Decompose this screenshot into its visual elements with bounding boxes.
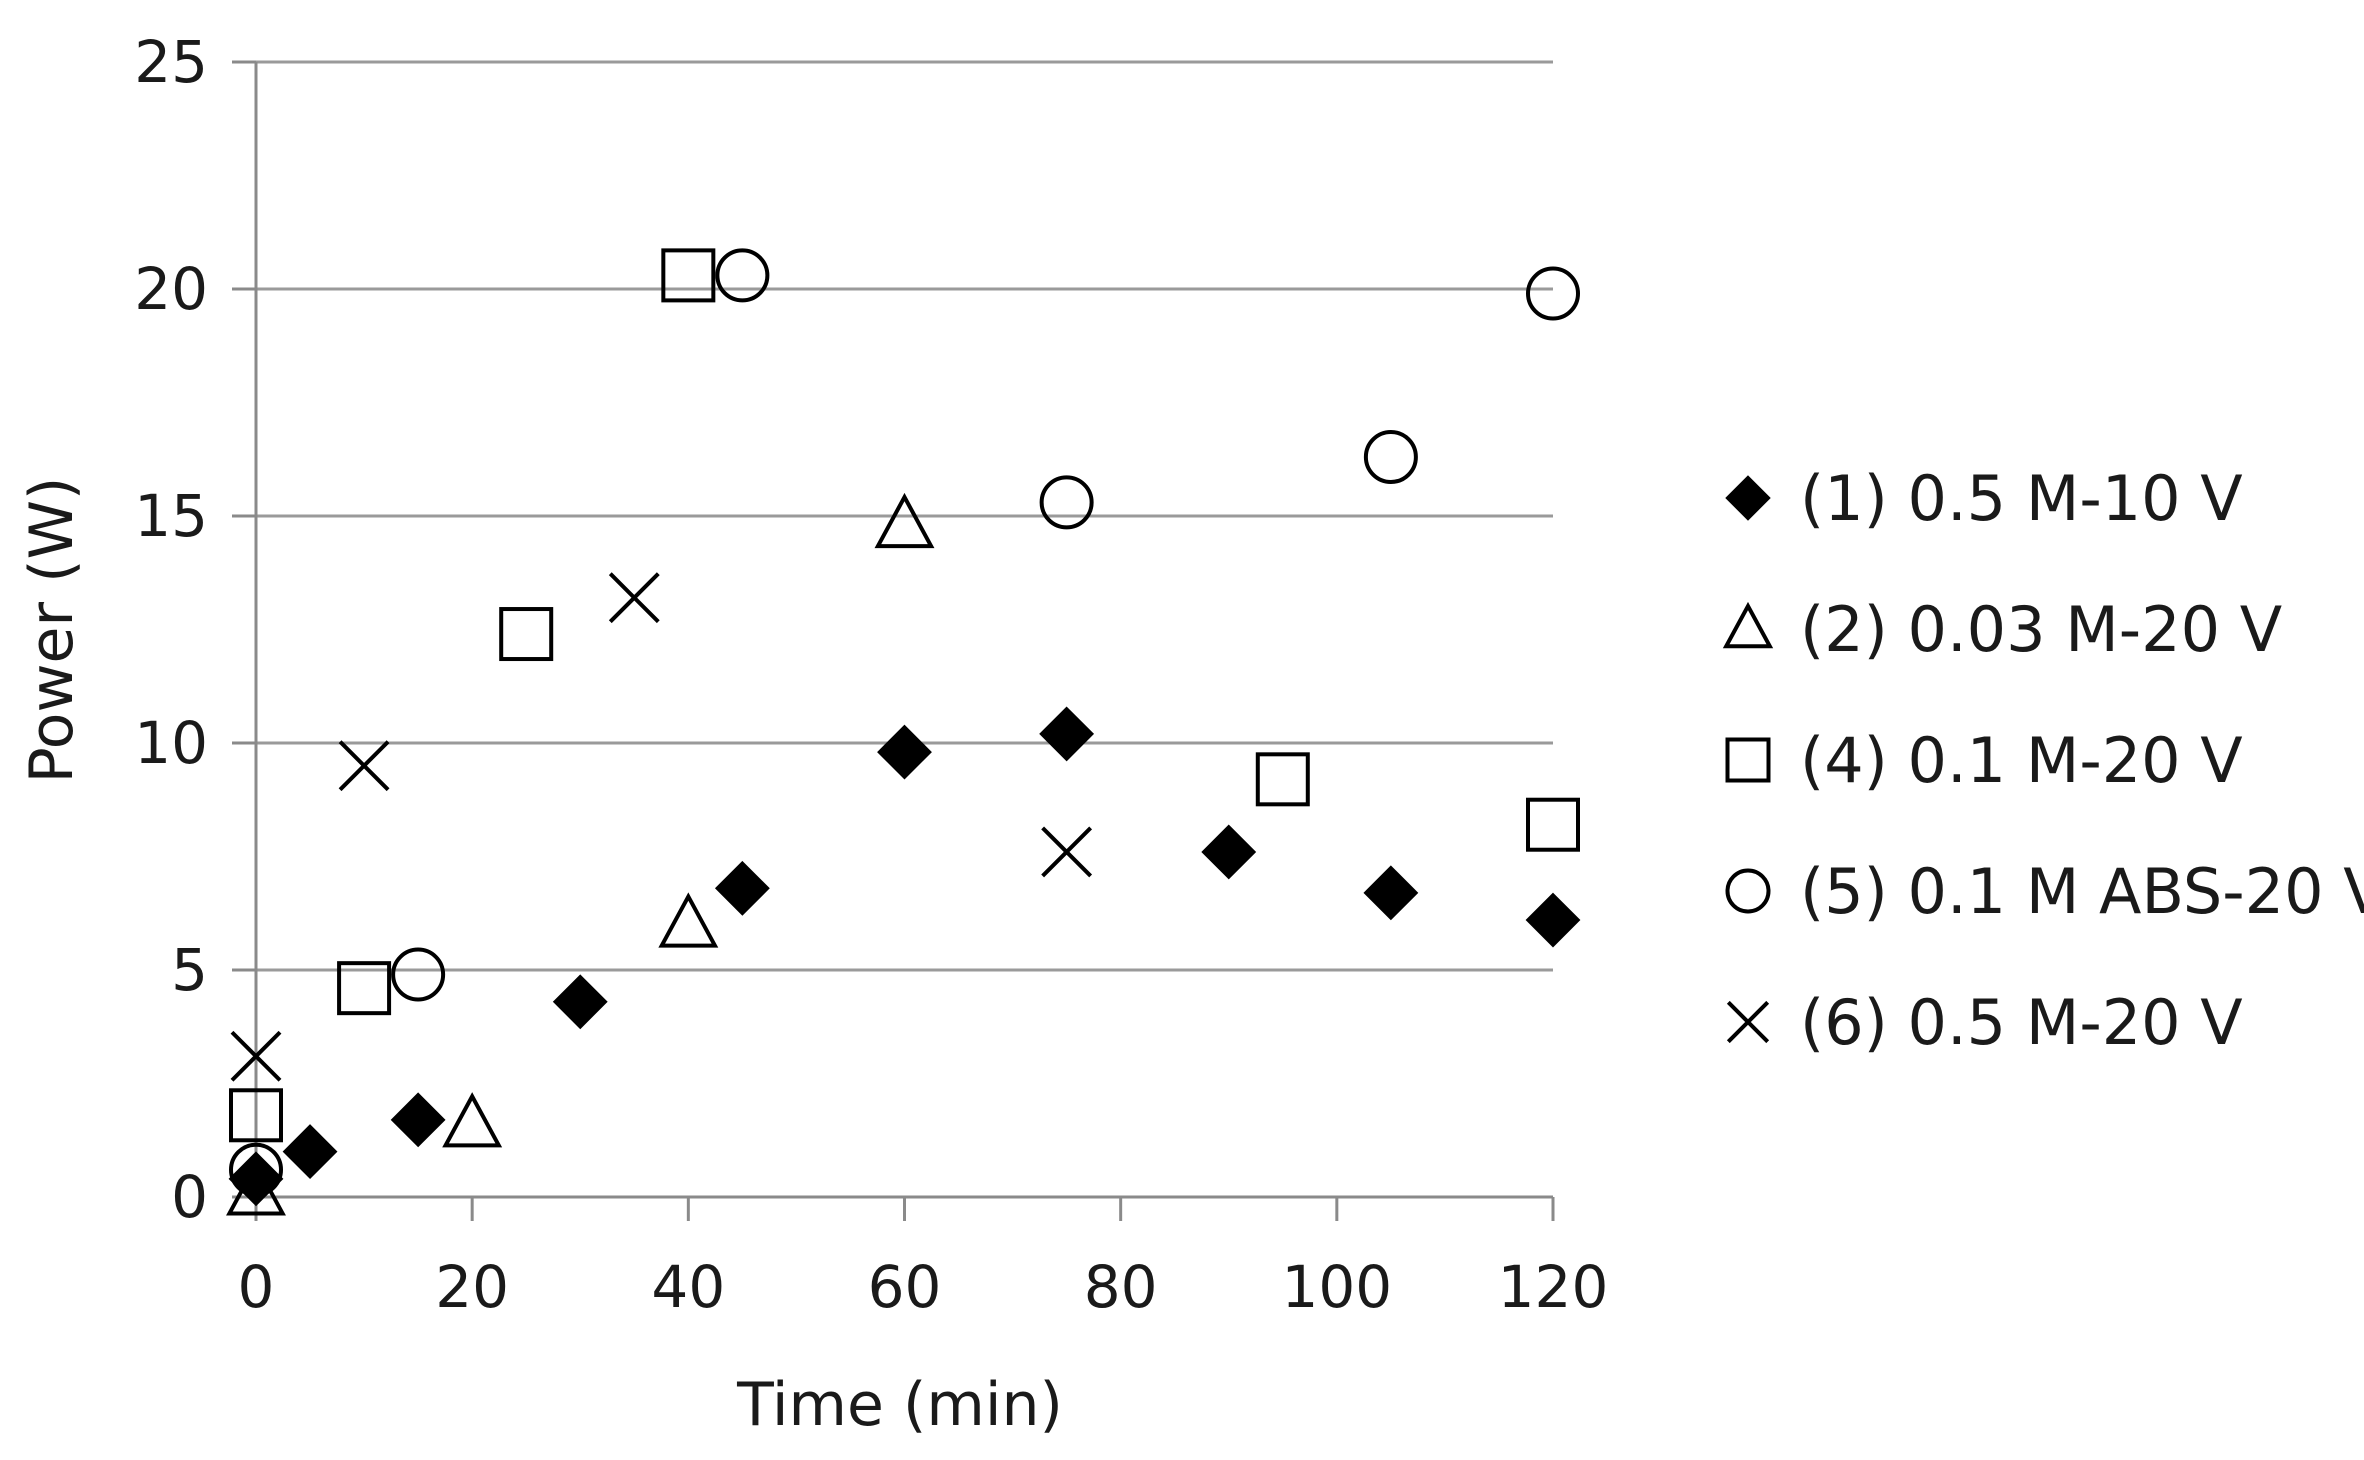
data-point-filled-diamond-4 (714, 860, 770, 916)
data-point-open-triangle-1 (442, 1092, 503, 1148)
data-point-open-square-3 (661, 248, 716, 303)
data-point-open-square-5 (1526, 797, 1580, 852)
legend-marker-open-circle (1725, 868, 1771, 914)
data-point-open-triangle-3 (874, 492, 935, 549)
y-tick-label-5: 5 (171, 936, 208, 1004)
data-point-filled-diamond-2 (390, 1092, 446, 1148)
y-tick-label-0: 0 (171, 1163, 208, 1231)
data-point-open-circle-5 (1526, 266, 1580, 321)
data-points (226, 248, 1581, 1216)
data-point-filled-diamond-8 (1363, 865, 1419, 921)
legend-marker-filled-diamond (1725, 475, 1771, 521)
legend-label-2: (2) 0.03 M-20 V (1800, 593, 2282, 666)
data-point-open-circle-3 (1039, 475, 1094, 530)
x-axis-title: Time (min) (736, 1370, 1063, 1440)
x-tick-label-100: 100 (1281, 1253, 1392, 1321)
data-point-filled-diamond-7 (1201, 824, 1257, 880)
data-point-open-square-1 (337, 961, 392, 1016)
data-point-open-square-2 (499, 607, 554, 662)
data-point-open-circle-2 (715, 248, 770, 303)
y-tick-label-20: 20 (134, 255, 208, 323)
x-tick-label-0: 0 (238, 1253, 275, 1321)
data-point-filled-diamond-5 (877, 724, 932, 780)
legend-marker-x-cross (1726, 1000, 1770, 1044)
data-point-open-square-4 (1255, 752, 1310, 807)
data-point-filled-diamond-3 (552, 974, 608, 1030)
data-point-open-circle-1 (391, 947, 446, 1002)
legend-marker-open-triangle (1722, 601, 1774, 649)
data-point-x-cross-2 (608, 572, 660, 624)
data-point-filled-diamond-1 (282, 1124, 338, 1180)
data-point-open-triangle-2 (658, 892, 719, 948)
legend-label-3: (4) 0.1 M-20 V (1800, 724, 2243, 797)
x-tick-label-60: 60 (868, 1253, 942, 1321)
legend-label-1: (1) 0.5 M-10 V (1800, 462, 2243, 535)
data-point-open-circle-4 (1363, 429, 1418, 484)
y-tick-label-10: 10 (134, 709, 208, 777)
x-tick-label-20: 20 (435, 1253, 509, 1321)
y-tick-label-25: 25 (134, 28, 208, 96)
y-axis-title: Power (W) (17, 477, 87, 784)
legend-marker-open-square (1725, 737, 1771, 783)
x-tick-label-40: 40 (651, 1253, 725, 1321)
data-point-open-square-0 (229, 1088, 283, 1143)
legend-label-5: (6) 0.5 M-20 V (1800, 986, 2243, 1059)
tick-labels: 0 5 10 15 20 25 0 20 40 60 80 100 120 (134, 28, 1608, 1321)
data-point-x-cross-1 (338, 740, 390, 792)
axes (232, 60, 1555, 1221)
x-tick-label-120: 120 (1498, 1253, 1609, 1321)
data-point-x-cross-3 (1041, 826, 1093, 878)
gridlines (256, 60, 1553, 972)
legend-label-4: (5) 0.1 M ABS-20 V (1800, 855, 2364, 928)
data-point-x-cross-0 (230, 1030, 282, 1082)
data-point-filled-diamond-9 (1525, 892, 1581, 948)
x-tick-label-80: 80 (1084, 1253, 1158, 1321)
data-point-filled-diamond-0 (228, 1151, 284, 1207)
data-point-filled-diamond-6 (1039, 706, 1095, 762)
legend: (1) 0.5 M-10 V (2) 0.03 M-20 V (4) 0.1 M-2… (1722, 462, 2364, 1059)
y-tick-label-15: 15 (134, 482, 208, 550)
